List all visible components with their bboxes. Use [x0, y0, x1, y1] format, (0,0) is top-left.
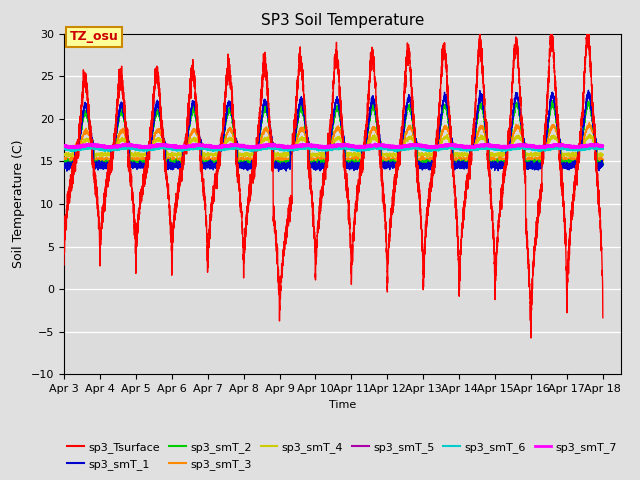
Legend: sp3_Tsurface, sp3_smT_1, sp3_smT_2, sp3_smT_3, sp3_smT_4, sp3_smT_5, sp3_smT_6, : sp3_Tsurface, sp3_smT_1, sp3_smT_2, sp3_…	[63, 438, 622, 474]
sp3_smT_1	[577, 144, 584, 150]
sp3_smT_5	[570, 146, 577, 152]
sp3_Tsurface	[60, 262, 68, 268]
sp3_smT_2	[570, 158, 577, 164]
sp3_smT_1	[584, 87, 592, 93]
sp3_smT_5	[85, 141, 93, 146]
sp3_smT_4	[570, 152, 577, 158]
sp3_Tsurface	[469, 136, 477, 142]
sp3_smT_3	[570, 156, 577, 162]
sp3_smT_7	[577, 144, 584, 149]
sp3_smT_6	[599, 146, 607, 152]
sp3_smT_3	[454, 156, 462, 162]
sp3_smT_6	[570, 147, 577, 153]
sp3_smT_7	[321, 145, 329, 151]
Line: sp3_smT_2: sp3_smT_2	[64, 101, 603, 168]
sp3_smT_4	[60, 153, 68, 159]
sp3_smT_6	[454, 145, 462, 151]
sp3_smT_3	[577, 141, 584, 147]
sp3_smT_3	[599, 156, 607, 162]
sp3_smT_1	[599, 162, 607, 168]
sp3_Tsurface	[315, 219, 323, 225]
Line: sp3_smT_1: sp3_smT_1	[64, 90, 603, 171]
sp3_smT_7	[570, 144, 577, 149]
sp3_Tsurface	[570, 196, 577, 202]
sp3_smT_6	[392, 148, 400, 154]
Text: TZ_osu: TZ_osu	[69, 30, 118, 43]
Line: sp3_smT_7: sp3_smT_7	[64, 144, 603, 148]
sp3_smT_2	[469, 144, 477, 150]
sp3_smT_4	[577, 146, 584, 152]
sp3_smT_5	[60, 144, 68, 150]
sp3_smT_7	[599, 143, 607, 149]
sp3_smT_3	[60, 158, 68, 164]
sp3_smT_2	[563, 165, 570, 170]
sp3_Tsurface	[527, 335, 535, 341]
sp3_smT_5	[599, 144, 607, 149]
Line: sp3_Tsurface: sp3_Tsurface	[64, 25, 603, 338]
sp3_smT_2	[315, 161, 323, 167]
Y-axis label: Soil Temperature (C): Soil Temperature (C)	[12, 140, 26, 268]
sp3_smT_4	[454, 153, 462, 159]
sp3_Tsurface	[243, 204, 251, 210]
sp3_smT_5	[243, 145, 251, 151]
sp3_smT_2	[548, 98, 556, 104]
sp3_Tsurface	[583, 23, 591, 28]
sp3_Tsurface	[577, 130, 584, 135]
sp3_smT_1	[243, 165, 251, 170]
sp3_smT_6	[316, 146, 323, 152]
sp3_smT_2	[577, 143, 584, 149]
sp3_Tsurface	[454, 233, 461, 239]
Line: sp3_smT_4: sp3_smT_4	[64, 134, 603, 157]
sp3_smT_7	[316, 144, 323, 150]
sp3_smT_7	[125, 141, 133, 147]
sp3_smT_4	[316, 150, 323, 156]
sp3_smT_4	[469, 145, 477, 151]
sp3_smT_4	[586, 132, 594, 137]
X-axis label: Time: Time	[329, 400, 356, 409]
sp3_smT_2	[243, 162, 251, 168]
sp3_smT_4	[243, 151, 251, 157]
sp3_smT_1	[469, 139, 477, 145]
Line: sp3_smT_6: sp3_smT_6	[64, 146, 603, 151]
sp3_smT_7	[60, 143, 68, 149]
sp3_smT_2	[599, 160, 607, 166]
sp3_smT_1	[570, 163, 577, 168]
sp3_smT_6	[88, 143, 95, 149]
Line: sp3_smT_5: sp3_smT_5	[64, 144, 603, 151]
sp3_smT_3	[469, 142, 477, 148]
sp3_Tsurface	[599, 315, 607, 321]
sp3_smT_5	[104, 148, 112, 154]
sp3_smT_2	[60, 159, 68, 165]
sp3_smT_3	[243, 156, 251, 162]
sp3_smT_6	[577, 147, 584, 153]
sp3_smT_5	[316, 145, 323, 151]
sp3_smT_3	[316, 156, 323, 162]
sp3_smT_7	[469, 144, 477, 150]
sp3_smT_5	[577, 144, 584, 150]
sp3_smT_1	[275, 168, 282, 174]
sp3_smT_1	[60, 164, 68, 170]
Title: SP3 Soil Temperature: SP3 Soil Temperature	[260, 13, 424, 28]
sp3_smT_1	[316, 162, 323, 168]
sp3_smT_3	[245, 160, 253, 166]
sp3_smT_2	[454, 159, 461, 165]
sp3_smT_6	[243, 145, 251, 151]
Line: sp3_smT_3: sp3_smT_3	[64, 123, 603, 163]
sp3_smT_6	[60, 144, 68, 150]
sp3_smT_5	[454, 143, 462, 149]
sp3_smT_4	[246, 155, 254, 160]
sp3_smT_3	[586, 120, 593, 126]
sp3_smT_7	[454, 144, 462, 149]
sp3_smT_4	[599, 152, 607, 158]
sp3_smT_7	[243, 144, 251, 149]
sp3_smT_5	[469, 145, 477, 151]
sp3_smT_1	[454, 164, 462, 169]
sp3_smT_6	[469, 146, 477, 152]
